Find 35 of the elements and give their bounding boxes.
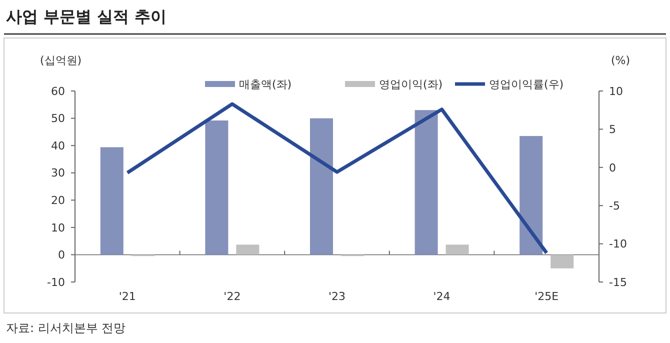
x-tick-label: '21	[118, 290, 136, 303]
y-tick-label: 10	[51, 221, 65, 234]
y-axis-title: (십억원)	[40, 54, 82, 67]
x-tick-label: '25E	[534, 290, 559, 303]
y2-tick-label: -10	[609, 238, 627, 251]
x-tick-label: '23	[328, 290, 346, 303]
chart-title: 사업 부문별 실적 추이	[6, 7, 167, 26]
x-tick-label: '22	[224, 290, 241, 303]
y2-tick-label: -5	[609, 199, 620, 212]
legend-label: 매출액(좌)	[239, 78, 292, 91]
y-tick-label: 0	[58, 248, 65, 262]
bar	[520, 136, 543, 255]
y-tick-label: 50	[51, 112, 65, 126]
y2-tick-label: 5	[609, 123, 616, 136]
y-tick-label: 20	[51, 194, 65, 207]
bar	[414, 110, 438, 255]
y-tick-label: -10	[47, 276, 65, 289]
bar	[446, 244, 469, 255]
x-tick-label: '24	[433, 290, 450, 303]
y-tick-label: 40	[51, 139, 65, 152]
bar	[310, 118, 333, 255]
line-series	[126, 102, 548, 255]
bar	[100, 147, 124, 255]
bar	[550, 254, 574, 268]
y2-tick-label: 10	[609, 84, 623, 98]
y2-tick-label: -15	[609, 276, 627, 289]
bar	[236, 244, 260, 255]
y2-axis-title: (%)	[611, 54, 630, 67]
text: 자료: 리서치본부 전망	[6, 321, 126, 335]
legend-label: 영업이익률(우)	[489, 78, 564, 91]
bar	[205, 120, 228, 255]
y-tick-label: 60	[51, 84, 65, 98]
y2-tick-label: 0	[609, 161, 616, 174]
y-tick-label: 30	[51, 166, 65, 180]
legend-label: 영업이익(좌)	[379, 78, 443, 91]
